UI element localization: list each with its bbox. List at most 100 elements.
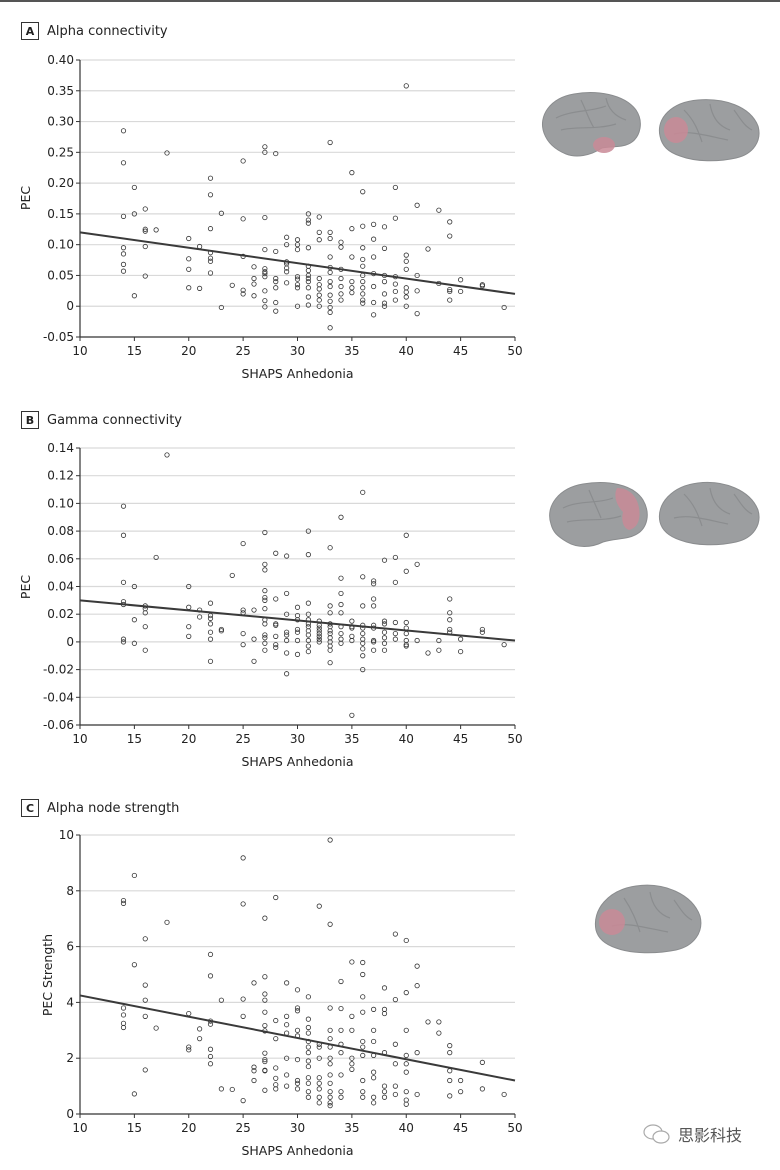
- data-point: [381, 1006, 388, 1012]
- data-point: [262, 214, 268, 221]
- brain-right-hemisphere-c: [594, 884, 702, 954]
- data-point: [294, 285, 301, 291]
- y-tick-label: 0.05: [47, 268, 74, 282]
- y-tick-label: 0.20: [47, 176, 74, 190]
- data-point: [316, 1100, 322, 1106]
- data-point: [305, 272, 311, 279]
- data-point: [207, 629, 214, 635]
- data-point: [360, 1009, 366, 1015]
- data-point: [338, 575, 344, 581]
- data-point: [120, 261, 127, 267]
- data-point: [262, 1058, 268, 1065]
- x-tick-label: 45: [453, 344, 468, 358]
- data-point: [327, 921, 333, 927]
- data-point: [349, 1055, 355, 1061]
- y-tick-label: 10: [59, 828, 74, 842]
- data-point: [294, 637, 301, 644]
- data-point: [316, 1086, 322, 1092]
- data-point: [381, 618, 388, 624]
- data-point: [392, 1041, 398, 1047]
- data-point: [262, 529, 268, 536]
- data-point: [186, 1044, 192, 1050]
- data-point: [338, 590, 344, 597]
- data-point: [305, 1094, 311, 1100]
- data-point: [262, 1056, 268, 1063]
- data-point: [207, 621, 214, 627]
- data-point: [327, 229, 333, 235]
- data-point: [240, 996, 246, 1002]
- data-point: [305, 1075, 311, 1081]
- data-point: [327, 1036, 333, 1042]
- data-point: [338, 1089, 344, 1095]
- data-point: [284, 632, 290, 638]
- data-point: [392, 215, 398, 221]
- data-point: [316, 1044, 322, 1050]
- data-point: [360, 297, 366, 303]
- x-tick-label: 10: [72, 344, 87, 358]
- y-tick-label: 6: [66, 940, 74, 954]
- data-point: [327, 610, 333, 616]
- data-point: [458, 288, 464, 295]
- data-point: [447, 1093, 453, 1099]
- data-point: [305, 1030, 311, 1036]
- data-point: [284, 242, 290, 248]
- data-point: [360, 574, 366, 580]
- regression-line: [79, 231, 516, 295]
- y-tick-label: 0: [66, 635, 74, 649]
- data-point: [251, 1064, 257, 1070]
- data-point: [327, 628, 333, 634]
- data-point: [131, 617, 137, 623]
- data-point: [371, 647, 377, 653]
- data-point: [120, 579, 127, 585]
- data-point: [120, 636, 127, 642]
- data-point: [142, 647, 148, 653]
- data-point: [142, 228, 148, 234]
- data-point: [131, 872, 137, 879]
- data-point: [262, 915, 268, 921]
- data-point: [458, 1077, 464, 1084]
- x-tick-label: 35: [344, 1121, 359, 1135]
- data-point: [338, 1005, 344, 1012]
- data-point: [218, 628, 224, 634]
- data-point: [338, 1072, 344, 1078]
- data-point: [371, 1069, 377, 1075]
- data-point: [327, 603, 333, 609]
- watermark-text: 思影科技: [678, 1126, 743, 1145]
- data-point: [273, 285, 279, 291]
- data-point: [479, 283, 485, 289]
- data-point: [381, 985, 388, 991]
- data-point: [338, 514, 344, 520]
- data-point: [197, 1036, 203, 1042]
- data-point: [447, 297, 453, 303]
- data-point: [294, 1080, 301, 1086]
- data-point: [131, 184, 137, 191]
- y-tick-label: -0.04: [43, 690, 74, 704]
- data-point: [338, 239, 344, 245]
- data-point: [371, 236, 377, 242]
- data-point: [284, 1083, 290, 1089]
- data-point: [381, 635, 388, 641]
- data-point: [120, 213, 127, 219]
- data-point: [131, 293, 137, 299]
- data-point: [338, 1094, 344, 1100]
- data-point: [131, 583, 137, 590]
- data-point: [349, 637, 355, 644]
- data-point: [316, 292, 322, 298]
- data-point: [316, 633, 322, 639]
- data-point: [284, 611, 290, 617]
- x-tick-label: 40: [399, 344, 414, 358]
- data-point: [381, 1094, 388, 1100]
- data-point: [262, 594, 268, 601]
- data-point: [142, 226, 148, 232]
- panel-title-c: Alpha node strength: [47, 800, 180, 816]
- x-axis-label: SHAPS Anhedonia: [241, 1143, 353, 1158]
- data-point: [327, 545, 333, 551]
- data-point: [153, 227, 159, 233]
- data-point: [403, 990, 409, 996]
- data-point: [164, 150, 170, 156]
- data-point: [262, 144, 268, 150]
- data-point: [338, 283, 344, 290]
- data-point: [284, 1055, 290, 1061]
- data-point: [392, 997, 398, 1003]
- data-point: [381, 629, 388, 635]
